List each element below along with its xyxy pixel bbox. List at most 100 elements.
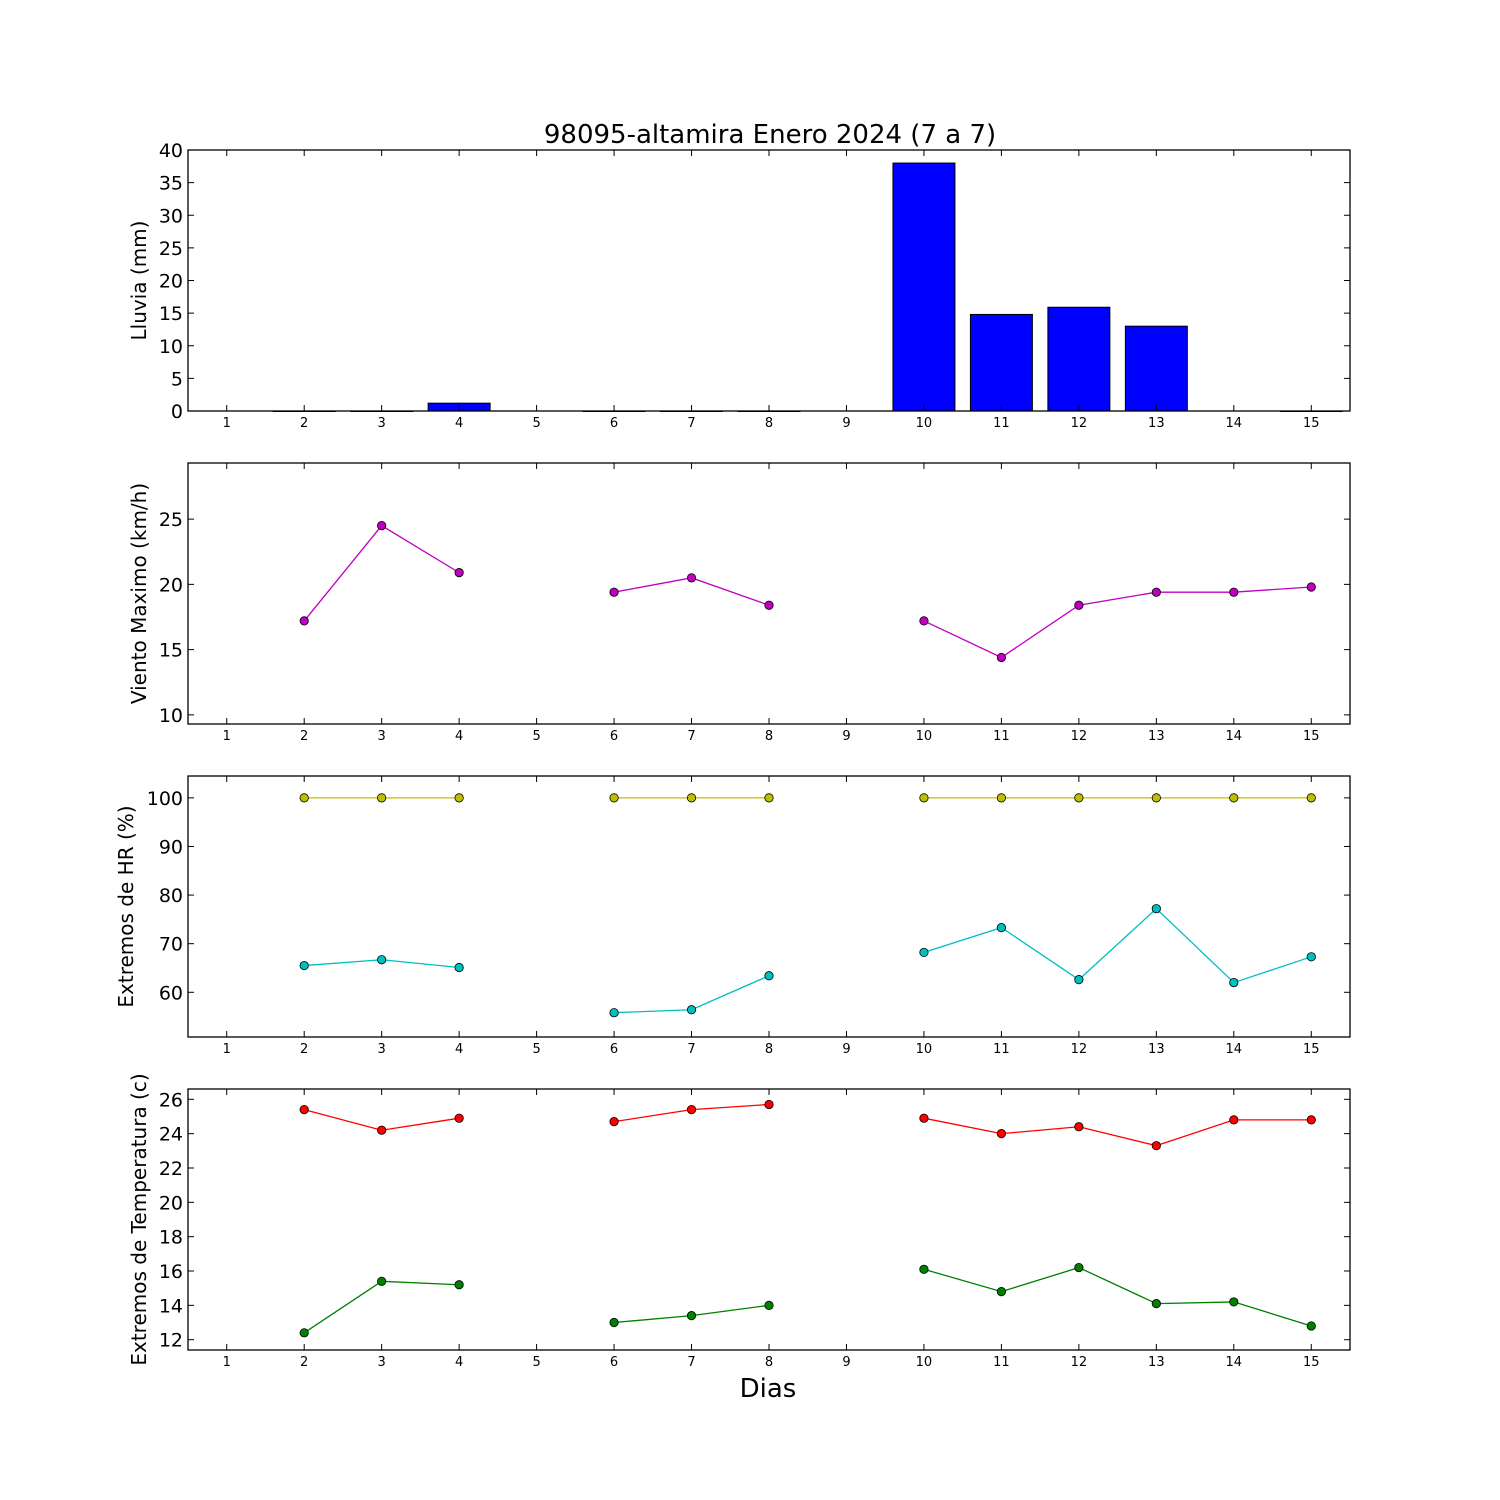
panels: 1 2 3 4 5 6 7 8 9 10 11 12 13 14 150510152025303540Llu…	[114, 140, 1351, 1370]
x-tick-label: 10	[916, 1042, 933, 1057]
data-point	[1074, 1122, 1084, 1132]
data-point	[686, 1005, 697, 1015]
y-tick-label: 70	[159, 934, 183, 956]
y-tick-label: 20	[159, 1192, 183, 1214]
data-point	[1229, 977, 1239, 988]
y-tick-label: 18	[159, 1227, 183, 1249]
x-tick-label: 9	[842, 1355, 850, 1370]
y-tick-label: 80	[159, 885, 183, 907]
data-point	[609, 1008, 619, 1018]
data-point	[764, 793, 774, 803]
x-tick-label: 1	[223, 1042, 231, 1057]
y-tick-label: 35	[159, 173, 183, 195]
data-point	[299, 616, 309, 626]
x-tick-label: 5	[532, 1042, 540, 1057]
plot-area	[188, 1089, 1350, 1350]
bar	[969, 313, 1033, 412]
x-tick-label: 1	[223, 729, 231, 744]
data-point	[299, 1105, 309, 1115]
x-tick-label: 13	[1148, 1355, 1165, 1370]
x-tick-label: 7	[687, 729, 695, 744]
data-point	[686, 793, 697, 803]
x-tick-label: 15	[1303, 1042, 1320, 1057]
x-tick-label: 11	[993, 1042, 1010, 1057]
y-tick-label: 22	[159, 1158, 183, 1180]
data-point	[1151, 587, 1161, 597]
x-tick-label: 8	[765, 1042, 773, 1057]
x-tick-label: 14	[1226, 416, 1243, 431]
data-point	[454, 793, 464, 803]
series-line	[923, 586, 1312, 659]
panel-4: 1 2 3 4 5 6 7 8 9 10 11 12 13 14 151214161820222426Ext…	[127, 1073, 1351, 1370]
data-point	[1074, 600, 1084, 610]
data-point	[609, 793, 619, 803]
data-point	[996, 923, 1007, 933]
y-tick-label: 25	[159, 509, 183, 531]
y-axis-label: Extremos de HR (%)	[114, 805, 138, 1007]
panel-3: 1 2 3 4 5 6 7 8 9 10 11 12 13 14 1560708090100Extremos…	[114, 775, 1351, 1057]
y-tick-label: 20	[159, 574, 183, 596]
y-tick-label: 24	[159, 1124, 183, 1146]
x-tick-label: 12	[1071, 1355, 1088, 1370]
data-point	[996, 1287, 1007, 1297]
x-tick-label: 15	[1303, 729, 1320, 744]
data-point	[686, 1105, 697, 1115]
data-point	[764, 1300, 774, 1310]
x-tick-label: 13	[1148, 416, 1165, 431]
x-tick-label: 10	[916, 1355, 933, 1370]
y-tick-label: 12	[159, 1330, 183, 1352]
x-tick-label: 5	[532, 1355, 540, 1370]
data-point	[1151, 1299, 1161, 1309]
data-point	[1074, 975, 1084, 985]
series-line	[923, 1266, 1312, 1327]
data-point	[1074, 793, 1084, 803]
data-point	[996, 1129, 1007, 1139]
data-point	[764, 971, 774, 981]
y-axis-label: Lluvia (mm)	[127, 221, 151, 341]
x-tick-label: 9	[842, 416, 850, 431]
y-axis-label: Viento Maximo (km/h)	[127, 483, 151, 704]
x-tick-label: 15	[1303, 1355, 1320, 1370]
bar	[892, 162, 956, 412]
data-point	[919, 1264, 929, 1274]
data-point	[1229, 587, 1239, 597]
data-point	[1229, 793, 1239, 803]
data-point	[454, 568, 464, 578]
data-point	[996, 652, 1007, 663]
data-point	[1229, 1115, 1239, 1125]
data-point	[454, 962, 464, 973]
x-tick-label: 2	[300, 416, 308, 431]
x-tick-label: 3	[378, 729, 386, 744]
x-tick-label: 12	[1071, 416, 1088, 431]
x-tick-label: 6	[610, 729, 618, 744]
x-tick-label: 4	[455, 1355, 463, 1370]
y-tick-label: 14	[159, 1295, 183, 1317]
data-point	[377, 793, 387, 803]
x-tick-label: 2	[300, 729, 308, 744]
x-tick-label: 11	[993, 729, 1010, 744]
x-tick-label: 1	[223, 1355, 231, 1370]
x-tick-label: 11	[993, 1355, 1010, 1370]
x-tick-label: 8	[765, 416, 773, 431]
y-tick-label: 100	[147, 788, 183, 810]
panel-1: 1 2 3 4 5 6 7 8 9 10 11 12 13 14 150510152025303540Llu…	[127, 140, 1351, 431]
data-point	[919, 793, 929, 803]
data-point	[299, 960, 309, 971]
x-tick-label: 10	[916, 729, 933, 744]
x-tick-label: 3	[378, 416, 386, 431]
series-line	[923, 907, 1312, 984]
y-tick-label: 16	[159, 1261, 183, 1283]
y-tick-label: 60	[159, 982, 183, 1004]
data-point	[299, 1328, 309, 1338]
x-tick-label: 10	[916, 416, 933, 431]
x-tick-label: 8	[765, 1355, 773, 1370]
x-tick-label: 12	[1071, 1042, 1088, 1057]
y-tick-label: 10	[159, 705, 183, 727]
y-tick-label: 25	[159, 238, 183, 260]
y-tick-label: 10	[159, 336, 183, 358]
x-tick-label: 5	[532, 416, 540, 431]
x-tick-label: 13	[1148, 729, 1165, 744]
chart-title: 98095-altamira Enero 2024 (7 a 7)	[544, 120, 996, 150]
x-tick-label: 14	[1226, 729, 1243, 744]
